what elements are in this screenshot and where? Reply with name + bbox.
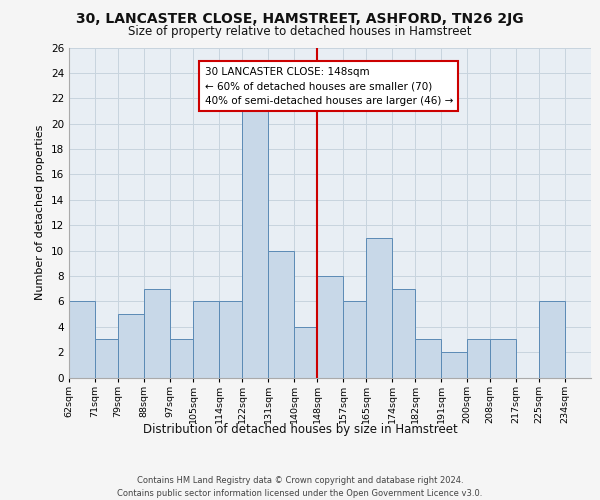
Bar — [170, 340, 193, 378]
Text: Contains HM Land Registry data © Crown copyright and database right 2024.
Contai: Contains HM Land Registry data © Crown c… — [118, 476, 482, 498]
Text: 30 LANCASTER CLOSE: 148sqm
← 60% of detached houses are smaller (70)
40% of semi: 30 LANCASTER CLOSE: 148sqm ← 60% of deta… — [205, 66, 453, 106]
Bar — [366, 238, 392, 378]
Text: 30, LANCASTER CLOSE, HAMSTREET, ASHFORD, TN26 2JG: 30, LANCASTER CLOSE, HAMSTREET, ASHFORD,… — [76, 12, 524, 26]
Bar — [144, 288, 170, 378]
Bar — [441, 352, 467, 378]
Bar — [317, 276, 343, 378]
Bar — [118, 314, 144, 378]
Bar — [467, 340, 490, 378]
Bar — [268, 250, 294, 378]
Bar — [392, 288, 415, 378]
Bar — [490, 340, 516, 378]
Text: Size of property relative to detached houses in Hamstreet: Size of property relative to detached ho… — [128, 25, 472, 38]
Y-axis label: Number of detached properties: Number of detached properties — [35, 125, 46, 300]
Bar — [193, 302, 219, 378]
Bar — [539, 302, 565, 378]
Bar — [95, 340, 118, 378]
Bar — [294, 326, 317, 378]
Bar — [343, 302, 366, 378]
Text: Distribution of detached houses by size in Hamstreet: Distribution of detached houses by size … — [143, 422, 457, 436]
Bar — [69, 302, 95, 378]
Bar — [415, 340, 441, 378]
Bar — [242, 111, 268, 378]
Bar — [219, 302, 242, 378]
